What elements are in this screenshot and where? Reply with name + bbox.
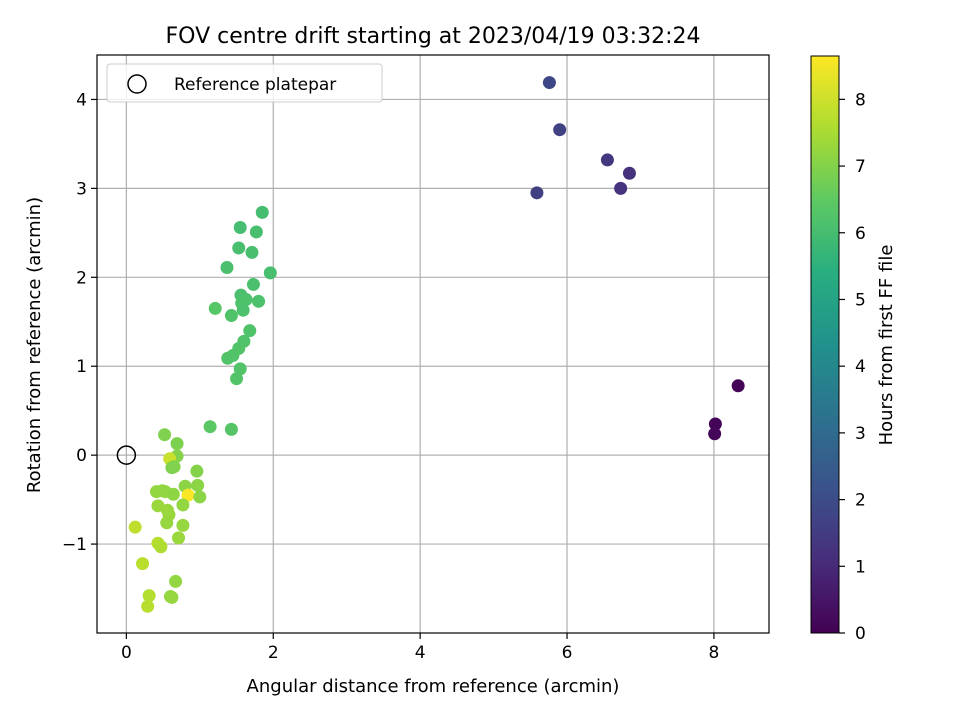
- y-tick-label: 2: [76, 268, 87, 288]
- data-point: [172, 531, 186, 545]
- data-point: [166, 487, 180, 501]
- x-tick-label: 4: [415, 643, 426, 663]
- x-axis-label: Angular distance from reference (arcmin): [247, 676, 620, 697]
- data-point: [233, 362, 247, 376]
- data-point: [230, 372, 244, 386]
- data-point: [243, 324, 257, 338]
- colorbar-tick-label: 5: [855, 290, 866, 310]
- colorbar-tick-label: 7: [855, 157, 866, 177]
- data-point: [708, 427, 722, 441]
- colorbar-tick-label: 6: [855, 224, 866, 244]
- data-points: [128, 76, 745, 613]
- data-point: [128, 520, 142, 534]
- data-point: [224, 309, 238, 323]
- legend-reference-label: Reference platepar: [174, 75, 336, 95]
- data-point: [193, 490, 207, 504]
- y-axis-ticks: −1 0 1 2 3 4: [62, 90, 97, 555]
- data-point: [176, 518, 190, 532]
- colorbar-ticks: 0 1 2 3 4 5 6 7 8: [839, 90, 866, 644]
- data-point: [233, 221, 247, 235]
- data-point: [731, 379, 745, 393]
- legend-box: [106, 63, 383, 103]
- data-point: [169, 574, 183, 588]
- data-point: [165, 590, 179, 604]
- y-tick-label: 3: [76, 179, 87, 199]
- data-point: [600, 153, 614, 167]
- x-axis-ticks: 0 2 4 6 8: [121, 633, 719, 663]
- data-point: [530, 186, 544, 200]
- data-point: [708, 417, 722, 431]
- data-point: [165, 461, 179, 475]
- colorbar-tick-label: 1: [855, 557, 866, 577]
- chart-title: FOV centre drift starting at 2023/04/19 …: [166, 24, 701, 49]
- data-point: [136, 557, 150, 571]
- colorbar-tick-label: 8: [855, 90, 866, 110]
- data-point: [263, 266, 277, 280]
- data-point: [160, 516, 174, 530]
- data-point: [249, 225, 263, 239]
- grid-lines: [97, 55, 769, 633]
- data-point: [255, 205, 269, 219]
- x-tick-label: 2: [268, 643, 279, 663]
- data-point: [142, 589, 156, 603]
- colorbar-gradient: [810, 55, 840, 634]
- y-tick-label: 4: [76, 90, 87, 110]
- colorbar-label: Hours from first FF file: [876, 245, 897, 446]
- data-point: [232, 241, 246, 255]
- data-point: [553, 123, 567, 137]
- data-point: [203, 420, 217, 434]
- colorbar-tick-label: 4: [855, 357, 866, 377]
- x-tick-label: 8: [709, 643, 720, 663]
- data-point: [252, 294, 266, 308]
- data-point: [614, 181, 628, 195]
- data-point: [542, 76, 556, 90]
- data-point: [226, 349, 240, 363]
- data-point: [170, 437, 184, 451]
- data-point: [158, 428, 172, 442]
- colorbar-tick-label: 0: [855, 624, 866, 644]
- data-point: [191, 478, 205, 492]
- data-point: [224, 422, 238, 436]
- plot-frame: [96, 54, 770, 634]
- x-tick-label: 0: [121, 643, 132, 663]
- data-point: [154, 540, 168, 554]
- y-axis-label: Rotation from reference (arcmin): [24, 197, 45, 493]
- legend-reference-marker: [127, 74, 147, 94]
- data-point: [190, 464, 204, 478]
- data-point: [236, 303, 250, 317]
- colorbar: 0 1 2 3 4 5 6 7 8 Hours from first FF file: [810, 55, 897, 644]
- colorbar-tick-label: 2: [855, 491, 866, 511]
- reference-platepar-marker: [116, 445, 137, 465]
- data-point: [208, 301, 222, 315]
- colorbar-tick-label: 3: [855, 424, 866, 444]
- data-point: [141, 599, 155, 613]
- legend: Reference platepar: [106, 63, 383, 103]
- y-tick-label: 0: [76, 446, 87, 466]
- data-point: [245, 245, 259, 259]
- data-point: [181, 488, 195, 502]
- x-tick-label: 6: [562, 643, 573, 663]
- data-point: [220, 261, 234, 275]
- y-tick-label: 1: [76, 357, 87, 377]
- y-tick-label: −1: [62, 535, 87, 555]
- data-point: [176, 498, 190, 512]
- data-point: [246, 277, 260, 291]
- data-point: [622, 166, 636, 180]
